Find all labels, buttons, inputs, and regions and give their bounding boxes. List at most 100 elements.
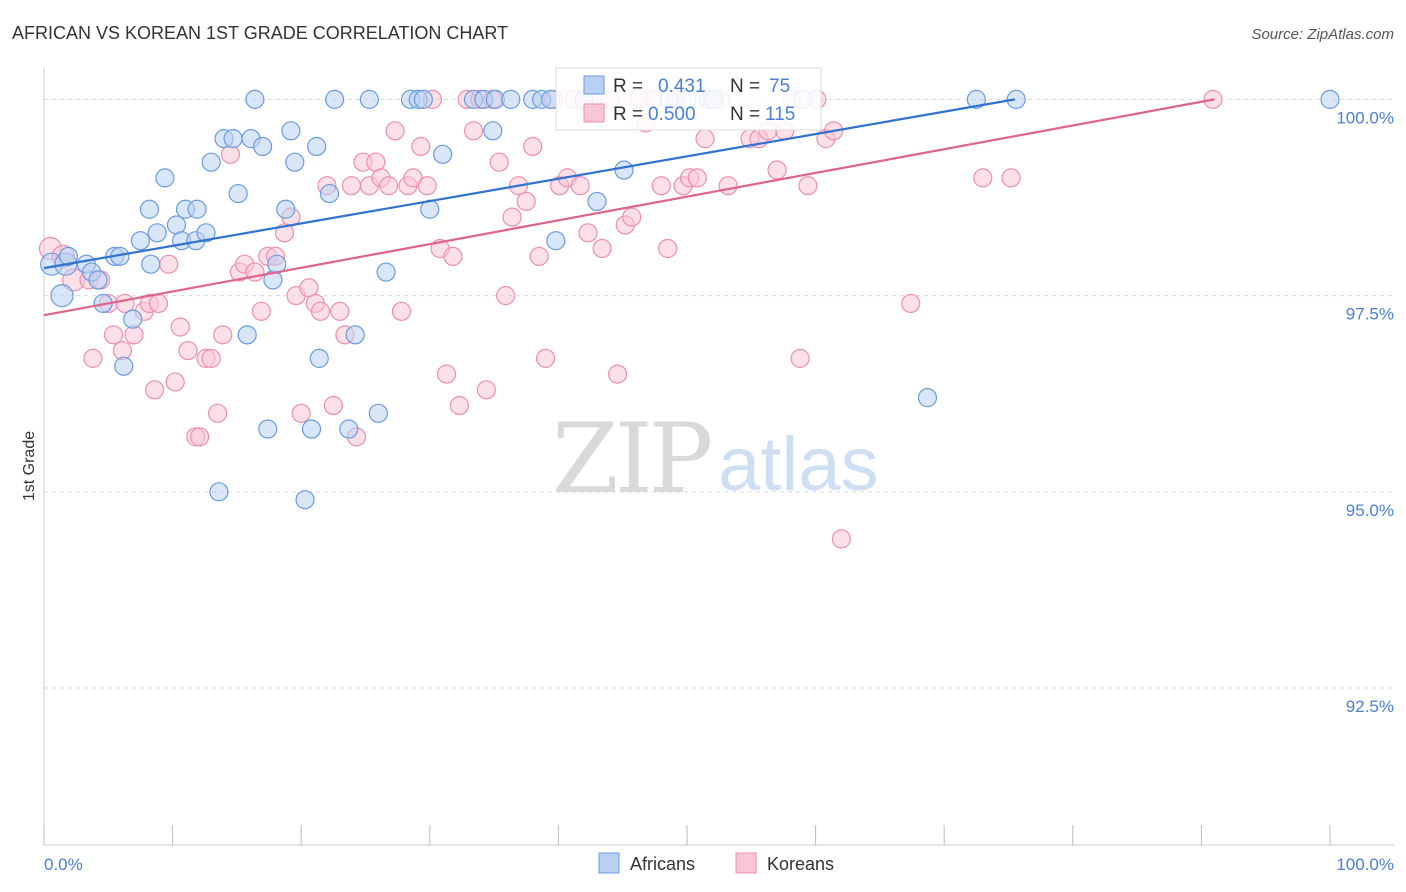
koreans-point bbox=[417, 176, 437, 196]
koreans-trend-line bbox=[43, 98, 1215, 317]
africans-point bbox=[1006, 89, 1026, 109]
koreans-point bbox=[592, 238, 612, 259]
koreans-point bbox=[310, 301, 331, 321]
stats-box: R = 0.431 N = 75 R = 0.500 N = 115 bbox=[555, 67, 822, 131]
koreans-point bbox=[291, 403, 311, 423]
africans-point bbox=[917, 388, 938, 408]
africans-point bbox=[325, 89, 345, 109]
koreans-point bbox=[798, 176, 818, 196]
y-axis-label: 1st Grade bbox=[21, 431, 38, 501]
stats-koreans-n-label: N = bbox=[730, 104, 760, 125]
chart-title: AFRICAN VS KOREAN 1ST GRADE CORRELATION … bbox=[12, 23, 508, 43]
koreans-point bbox=[208, 403, 228, 423]
koreans-point bbox=[391, 301, 412, 321]
africans-point bbox=[209, 482, 229, 502]
koreans-point bbox=[103, 325, 124, 345]
koreans-point bbox=[385, 121, 405, 141]
koreans-point bbox=[973, 168, 993, 188]
koreans-point bbox=[323, 395, 343, 416]
trend-lines bbox=[43, 98, 1215, 317]
africans-point bbox=[155, 168, 175, 188]
africans-point bbox=[376, 262, 396, 282]
legend-koreans-label: Koreans bbox=[767, 854, 834, 874]
koreans-points bbox=[38, 89, 1223, 549]
chart-source: Source: ZipAtlas.com bbox=[1251, 26, 1394, 43]
africans-point bbox=[413, 89, 433, 109]
koreans-point bbox=[83, 348, 103, 368]
africans-point bbox=[295, 490, 315, 510]
koreans-point bbox=[651, 176, 671, 196]
koreans-point bbox=[831, 529, 851, 549]
africans-point bbox=[285, 152, 305, 172]
africans-point bbox=[368, 403, 388, 423]
stats-africans-r-label: R = bbox=[613, 76, 643, 97]
koreans-point bbox=[411, 136, 431, 157]
africans-point bbox=[123, 309, 143, 329]
koreans-point bbox=[570, 176, 590, 196]
x-tick-label: 100.0% bbox=[1336, 855, 1394, 874]
stats-africans-n: 75 bbox=[769, 76, 790, 97]
koreans-point bbox=[213, 325, 233, 345]
koreans-point bbox=[687, 168, 707, 188]
africans-point bbox=[1320, 89, 1340, 109]
koreans-point bbox=[790, 348, 810, 368]
africans-point bbox=[359, 89, 379, 109]
africans-point bbox=[237, 325, 257, 345]
africans-point bbox=[339, 419, 359, 439]
axes: 100.0% 97.5% 95.0% 92.5% 0.0% 100.0% bbox=[43, 68, 1394, 874]
africans-point bbox=[223, 129, 243, 149]
y-tick-label: 100.0% bbox=[1336, 108, 1394, 127]
africans-point bbox=[309, 348, 329, 368]
koreans-point bbox=[449, 395, 469, 416]
africans-point bbox=[281, 121, 301, 141]
koreans-point bbox=[622, 207, 642, 227]
koreans-point bbox=[165, 372, 185, 392]
stats-koreans-r-label: R = bbox=[613, 104, 643, 125]
koreans-point bbox=[330, 301, 350, 321]
koreans-point bbox=[695, 129, 715, 149]
y-tick-label: 95.0% bbox=[1346, 501, 1394, 520]
legend-africans-swatch bbox=[598, 852, 620, 874]
stats-africans-n-label: N = bbox=[730, 76, 760, 97]
koreans-point bbox=[341, 176, 361, 196]
africans-point bbox=[276, 199, 296, 219]
africans-point bbox=[258, 419, 278, 439]
africans-point bbox=[187, 199, 207, 219]
stats-koreans-r: 0.500 bbox=[648, 104, 696, 125]
koreans-point bbox=[148, 293, 169, 314]
africans-point bbox=[587, 191, 607, 212]
koreans-point bbox=[443, 246, 463, 266]
africans-point bbox=[130, 231, 151, 251]
legend-africans-label: Africans bbox=[630, 854, 695, 874]
africans-point bbox=[614, 160, 634, 180]
koreans-point bbox=[535, 348, 556, 368]
watermark-atlas: atlas bbox=[718, 422, 879, 507]
africans-point bbox=[345, 325, 365, 345]
africans-point bbox=[319, 183, 340, 204]
koreans-point bbox=[523, 136, 543, 157]
africans-point bbox=[301, 419, 322, 439]
koreans-point bbox=[170, 317, 190, 337]
africans-point bbox=[88, 270, 108, 290]
africans-point bbox=[433, 144, 453, 164]
africans-point bbox=[253, 136, 273, 157]
africans-point bbox=[307, 136, 327, 157]
stats-africans-r: 0.431 bbox=[658, 76, 706, 97]
koreans-point bbox=[190, 427, 210, 447]
africans-point bbox=[483, 121, 503, 141]
koreans-point bbox=[496, 286, 516, 306]
africans-point bbox=[58, 246, 79, 266]
africans-point bbox=[147, 223, 167, 243]
koreans-point bbox=[463, 121, 484, 141]
koreans-point bbox=[1001, 168, 1021, 188]
africans-point bbox=[546, 231, 566, 251]
africans-point bbox=[141, 254, 161, 274]
koreans-point bbox=[578, 223, 598, 243]
africans-point bbox=[201, 152, 221, 172]
africans-point bbox=[501, 89, 521, 109]
watermark-zip: ZIP bbox=[552, 403, 711, 515]
koreans-point bbox=[607, 364, 628, 384]
stats-koreans-n: 115 bbox=[765, 104, 795, 125]
koreans-point bbox=[379, 176, 399, 196]
